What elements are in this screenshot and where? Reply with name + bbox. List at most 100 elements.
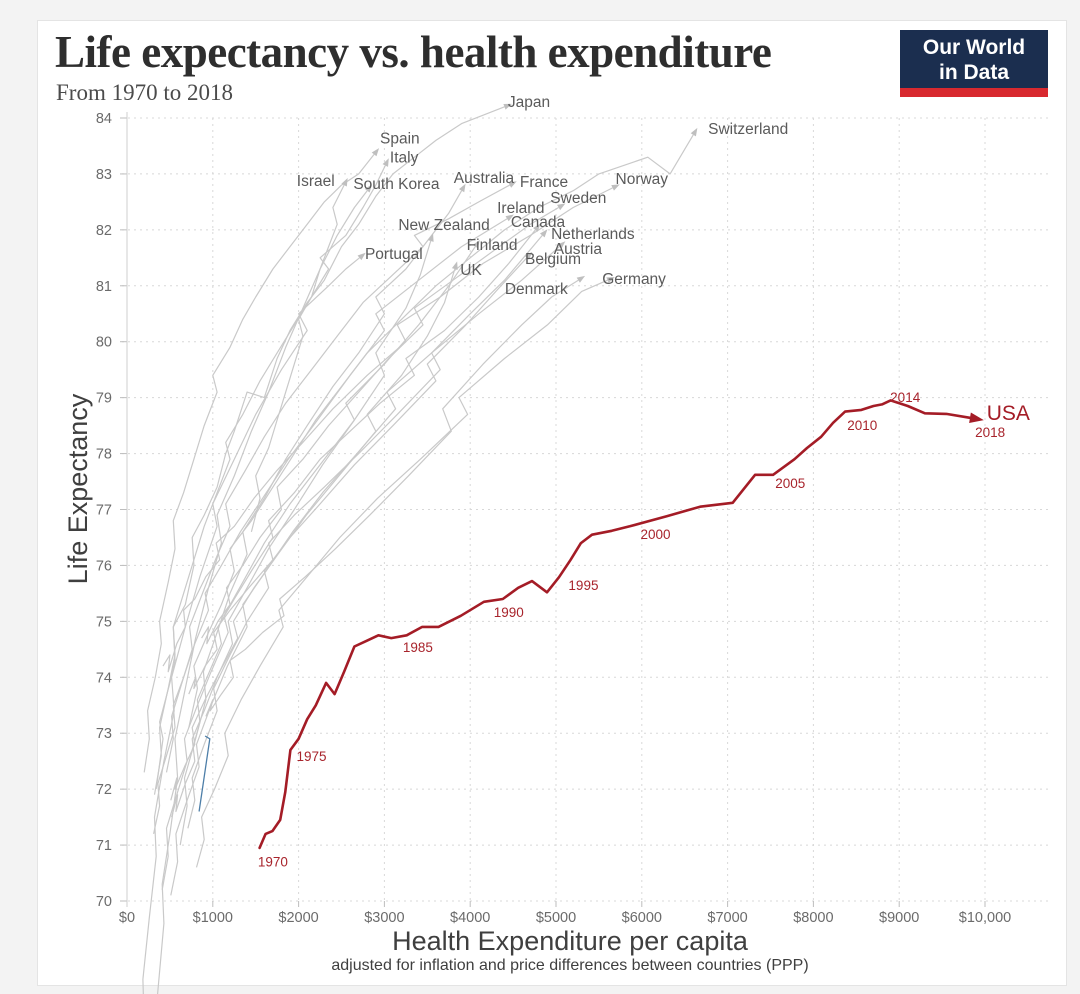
usa-year-label-2014: 2014 — [890, 390, 921, 405]
series-arrowhead-uk — [451, 261, 458, 270]
series-line-uk[interactable] — [170, 268, 456, 801]
y-tick-label: 76 — [96, 558, 112, 574]
usa-year-label-1985: 1985 — [403, 640, 433, 655]
series-arrowhead-netherlands — [539, 229, 548, 238]
series-arrowhead-canada — [533, 223, 541, 232]
series-arrowhead-austria — [557, 241, 566, 249]
x-tick-label: $2000 — [278, 910, 318, 926]
owid-logo-red-bar — [900, 88, 1048, 97]
series-label-uk: UK — [460, 262, 482, 279]
series-line-belgium[interactable] — [187, 257, 528, 829]
series-label-italy: Italy — [390, 150, 419, 167]
series-label-denmark: Denmark — [505, 281, 568, 298]
x-axis-note: adjusted for inflation and price differe… — [331, 957, 809, 974]
series-arrowhead-spain — [371, 148, 380, 157]
series-arrowhead-germany — [606, 277, 615, 283]
series-label-belgium: Belgium — [525, 251, 581, 268]
series-line-germany[interactable] — [195, 279, 608, 868]
series-label-new-zealand: New Zealand — [398, 217, 489, 234]
series-label-australia: Australia — [454, 170, 515, 187]
usa-year-label-1995: 1995 — [568, 578, 598, 593]
series-arrowhead-switzerland — [690, 127, 698, 137]
series-arrowhead-sweden — [557, 203, 566, 211]
series-label-south-korea: South Korea — [353, 176, 440, 193]
series-line-italy[interactable] — [153, 165, 386, 795]
series-label-israel: Israel — [297, 173, 335, 190]
usa-year-label-2000: 2000 — [641, 527, 671, 542]
y-tick-label: 80 — [96, 335, 112, 351]
y-tick-label: 75 — [96, 614, 112, 630]
series-line-australia[interactable] — [179, 190, 463, 846]
page-subtitle: From 1970 to 2018 — [56, 80, 233, 105]
series-line-portugal[interactable] — [140, 257, 360, 994]
series-label-canada: Canada — [511, 214, 566, 231]
series-label-japan: Japan — [508, 94, 550, 111]
y-tick-label: 77 — [96, 503, 112, 519]
x-tick-label: $10,000 — [959, 910, 1011, 926]
series-line-new-zealand[interactable] — [171, 240, 432, 818]
series-arrowhead-usa — [969, 412, 984, 424]
y-tick-label: 81 — [96, 279, 112, 295]
y-tick-label: 72 — [96, 782, 112, 798]
series-line-usa[interactable] — [258, 399, 972, 850]
series-line-canada[interactable] — [191, 229, 536, 751]
usa-year-label-1990: 1990 — [494, 605, 524, 620]
owid-logo[interactable]: Our World in Data — [900, 30, 1048, 97]
owid-logo-line2: in Data — [938, 61, 1009, 84]
usa-year-label-2018: 2018 — [975, 425, 1005, 440]
y-tick-label: 70 — [96, 894, 112, 910]
x-tick-label: $3000 — [364, 910, 404, 926]
series-arrowhead-ireland — [505, 214, 514, 222]
series-line-sweden[interactable] — [201, 206, 559, 645]
x-tick-label: $9000 — [879, 910, 919, 926]
series-line-norway[interactable] — [162, 187, 613, 673]
x-tick-label: $7000 — [707, 910, 747, 926]
x-axis-title: Health Expenditure per capita — [392, 926, 748, 956]
page-title: Life expectancy vs. health expenditure — [55, 27, 772, 77]
series-line-denmark[interactable] — [205, 279, 579, 717]
x-tick-label: $0 — [119, 910, 135, 926]
y-tick-label: 71 — [96, 838, 112, 854]
series-label-sweden: Sweden — [550, 190, 606, 207]
usa-year-label-2005: 2005 — [775, 476, 805, 491]
series-line-south-korea[interactable] — [149, 190, 368, 994]
series-label-switzerland: Switzerland — [708, 121, 788, 138]
y-tick-label: 73 — [96, 726, 112, 742]
series-arrowhead-israel — [341, 177, 348, 187]
series-arrowhead-finland — [472, 239, 480, 249]
usa-year-label-1970: 1970 — [258, 854, 288, 869]
x-tick-label: $8000 — [793, 910, 833, 926]
series-label-germany: Germany — [602, 271, 666, 288]
series-arrowhead-france — [508, 181, 517, 188]
y-tick-label: 78 — [96, 447, 112, 463]
series-arrowhead-italy — [382, 158, 389, 167]
y-tick-label: 74 — [96, 670, 112, 686]
x-tick-label: $5000 — [536, 910, 576, 926]
series-arrowhead-australia — [458, 183, 466, 193]
chart-card — [37, 20, 1067, 986]
x-tick-label: $6000 — [622, 910, 662, 926]
series-arrowhead-denmark — [576, 275, 586, 283]
series-label-usa: USA — [987, 402, 1030, 425]
series-line-netherlands[interactable] — [188, 235, 543, 695]
x-tick-label: $1000 — [193, 910, 233, 926]
series-arrowhead-norway — [611, 184, 620, 191]
series-line-spain[interactable] — [143, 154, 375, 773]
series-arrowhead-south-korea — [364, 184, 373, 193]
series-label-finland: Finland — [467, 237, 518, 254]
series-arrowhead-belgium — [524, 251, 533, 260]
series-line-ireland[interactable] — [153, 218, 508, 835]
series-arrowhead-japan — [503, 103, 512, 110]
series-label-austria: Austria — [554, 241, 603, 258]
series-line-finland[interactable] — [161, 246, 476, 890]
usa-year-label-2010: 2010 — [847, 418, 877, 433]
series-arrowhead-new-zealand — [427, 233, 434, 242]
series-label-norway: Norway — [616, 171, 669, 188]
x-tick-label: $4000 — [450, 910, 490, 926]
y-tick-label: 79 — [96, 391, 112, 407]
highlight-segment-line[interactable] — [198, 735, 211, 812]
usa-year-label-1975: 1975 — [296, 749, 326, 764]
series-label-portugal: Portugal — [365, 246, 423, 263]
